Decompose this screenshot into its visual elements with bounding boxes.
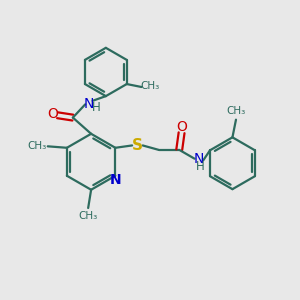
Text: H: H [92, 101, 101, 114]
Text: O: O [48, 107, 58, 121]
Text: CH₃: CH₃ [226, 106, 246, 116]
Text: CH₃: CH₃ [140, 81, 159, 92]
Text: N: N [194, 152, 204, 166]
Text: CH₃: CH₃ [79, 211, 98, 221]
Text: O: O [177, 120, 188, 134]
Text: S: S [132, 138, 143, 153]
Text: N: N [110, 173, 122, 187]
Text: N: N [84, 97, 94, 111]
Text: CH₃: CH₃ [27, 141, 46, 151]
Text: H: H [196, 160, 204, 173]
